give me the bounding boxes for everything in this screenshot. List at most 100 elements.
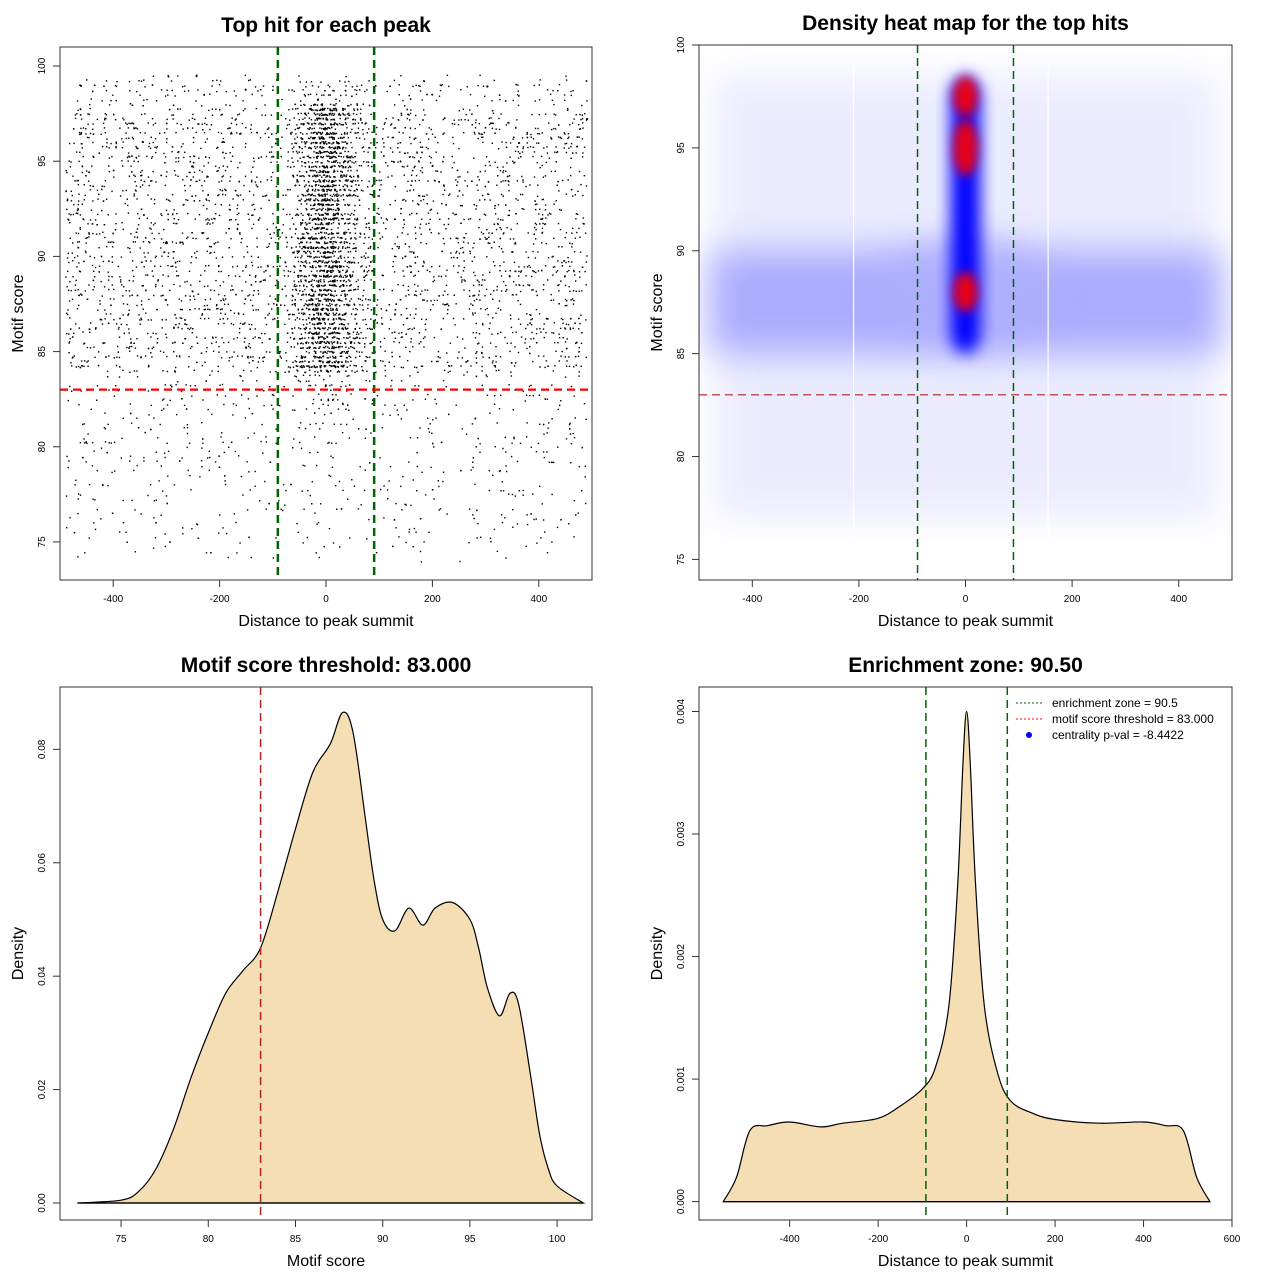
scatter-point (79, 84, 81, 86)
scatter-point (544, 209, 547, 211)
scatter-point (221, 189, 224, 192)
scatter-point (543, 147, 545, 149)
scatter-point (561, 350, 563, 353)
scatter-point (329, 218, 331, 220)
scatter-point (325, 218, 328, 220)
scatter-point (362, 129, 364, 131)
scatter-point (194, 218, 196, 220)
scatter-point (147, 241, 150, 243)
scatter-point (415, 294, 418, 297)
scatter-point (322, 260, 324, 262)
scatter-point (387, 165, 389, 167)
scatter-point (309, 369, 311, 371)
scatter-point (301, 490, 303, 492)
scatter-point (297, 531, 299, 533)
scatter-point (304, 95, 306, 97)
scatter-point (189, 309, 191, 311)
scatter-point (250, 255, 253, 258)
scatter-point (207, 308, 209, 310)
scatter-point (442, 118, 444, 121)
scatter-point (406, 409, 408, 411)
scatter-point (349, 356, 352, 358)
scatter-point (494, 365, 496, 367)
scatter-point (180, 146, 183, 148)
scatter-point (413, 275, 415, 277)
scatter-point (323, 285, 326, 287)
scatter-point (95, 327, 97, 329)
scatter-point (397, 161, 399, 163)
scatter-point (417, 371, 419, 373)
scatter-point (333, 193, 335, 196)
scatter-point (472, 332, 474, 334)
scatter-point (133, 195, 135, 197)
scatter-point (307, 489, 309, 492)
scatter-point (495, 346, 497, 348)
scatter-point (365, 379, 367, 382)
scatter-point (431, 133, 434, 135)
scatter-point (349, 304, 351, 306)
scatter-point (502, 233, 505, 235)
scatter-point (206, 123, 208, 126)
scatter-point (212, 80, 214, 82)
scatter-point (194, 385, 196, 387)
scatter-point (281, 98, 283, 101)
scatter-point (93, 257, 96, 259)
scatter-point (517, 351, 520, 354)
scatter-point (457, 242, 460, 244)
scatter-point (484, 164, 487, 167)
scatter-point (328, 133, 330, 135)
scatter-point (270, 114, 273, 116)
scatter-point (322, 289, 325, 291)
scatter-point (167, 213, 169, 215)
scatter-point (514, 495, 517, 497)
scatter-point (241, 238, 243, 240)
scatter-point (510, 228, 512, 231)
scatter-point (570, 166, 572, 169)
scatter-point (201, 422, 203, 424)
scatter-point (466, 185, 469, 187)
scatter-point (572, 433, 574, 435)
scatter-point (533, 270, 535, 273)
scatter-point (385, 309, 388, 312)
scatter-point (236, 552, 238, 554)
scatter-point (152, 346, 155, 348)
scatter-point (413, 327, 415, 329)
scatter-point (89, 132, 92, 135)
scatter-point (333, 351, 335, 353)
scatter-point (536, 328, 538, 330)
scatter-point (254, 336, 256, 338)
scatter-point (317, 327, 319, 329)
scatter-point (494, 205, 496, 207)
scatter-point (232, 365, 234, 368)
scatter-point (411, 212, 413, 215)
scatter-point (350, 166, 352, 168)
scatter-point (349, 300, 351, 302)
scatter-point (402, 475, 404, 478)
scatter-point (345, 360, 347, 362)
scatter-point (362, 295, 364, 297)
scatter-point (553, 332, 555, 334)
scatter-point (517, 300, 519, 302)
scatter-point (224, 313, 226, 315)
scatter-point (411, 170, 414, 172)
scatter-point (65, 312, 68, 314)
scatter-point (502, 171, 504, 174)
scatter-point (468, 508, 471, 510)
scatter-point (151, 270, 153, 272)
scatter-point (106, 245, 108, 248)
scatter-point (68, 460, 70, 462)
scatter-point (464, 280, 466, 282)
scatter-point (500, 181, 502, 183)
scatter-point (267, 303, 270, 305)
scatter-point (555, 271, 558, 273)
scatter-point (101, 188, 103, 191)
scatter-point (157, 279, 159, 281)
scatter-point (432, 280, 434, 283)
scatter-point (340, 94, 342, 97)
scatter-point (120, 323, 122, 326)
scatter-point (251, 264, 254, 267)
scatter-point (481, 352, 483, 355)
scatter-point (316, 142, 318, 144)
scatter-point (96, 118, 99, 120)
scatter-point (115, 141, 117, 143)
